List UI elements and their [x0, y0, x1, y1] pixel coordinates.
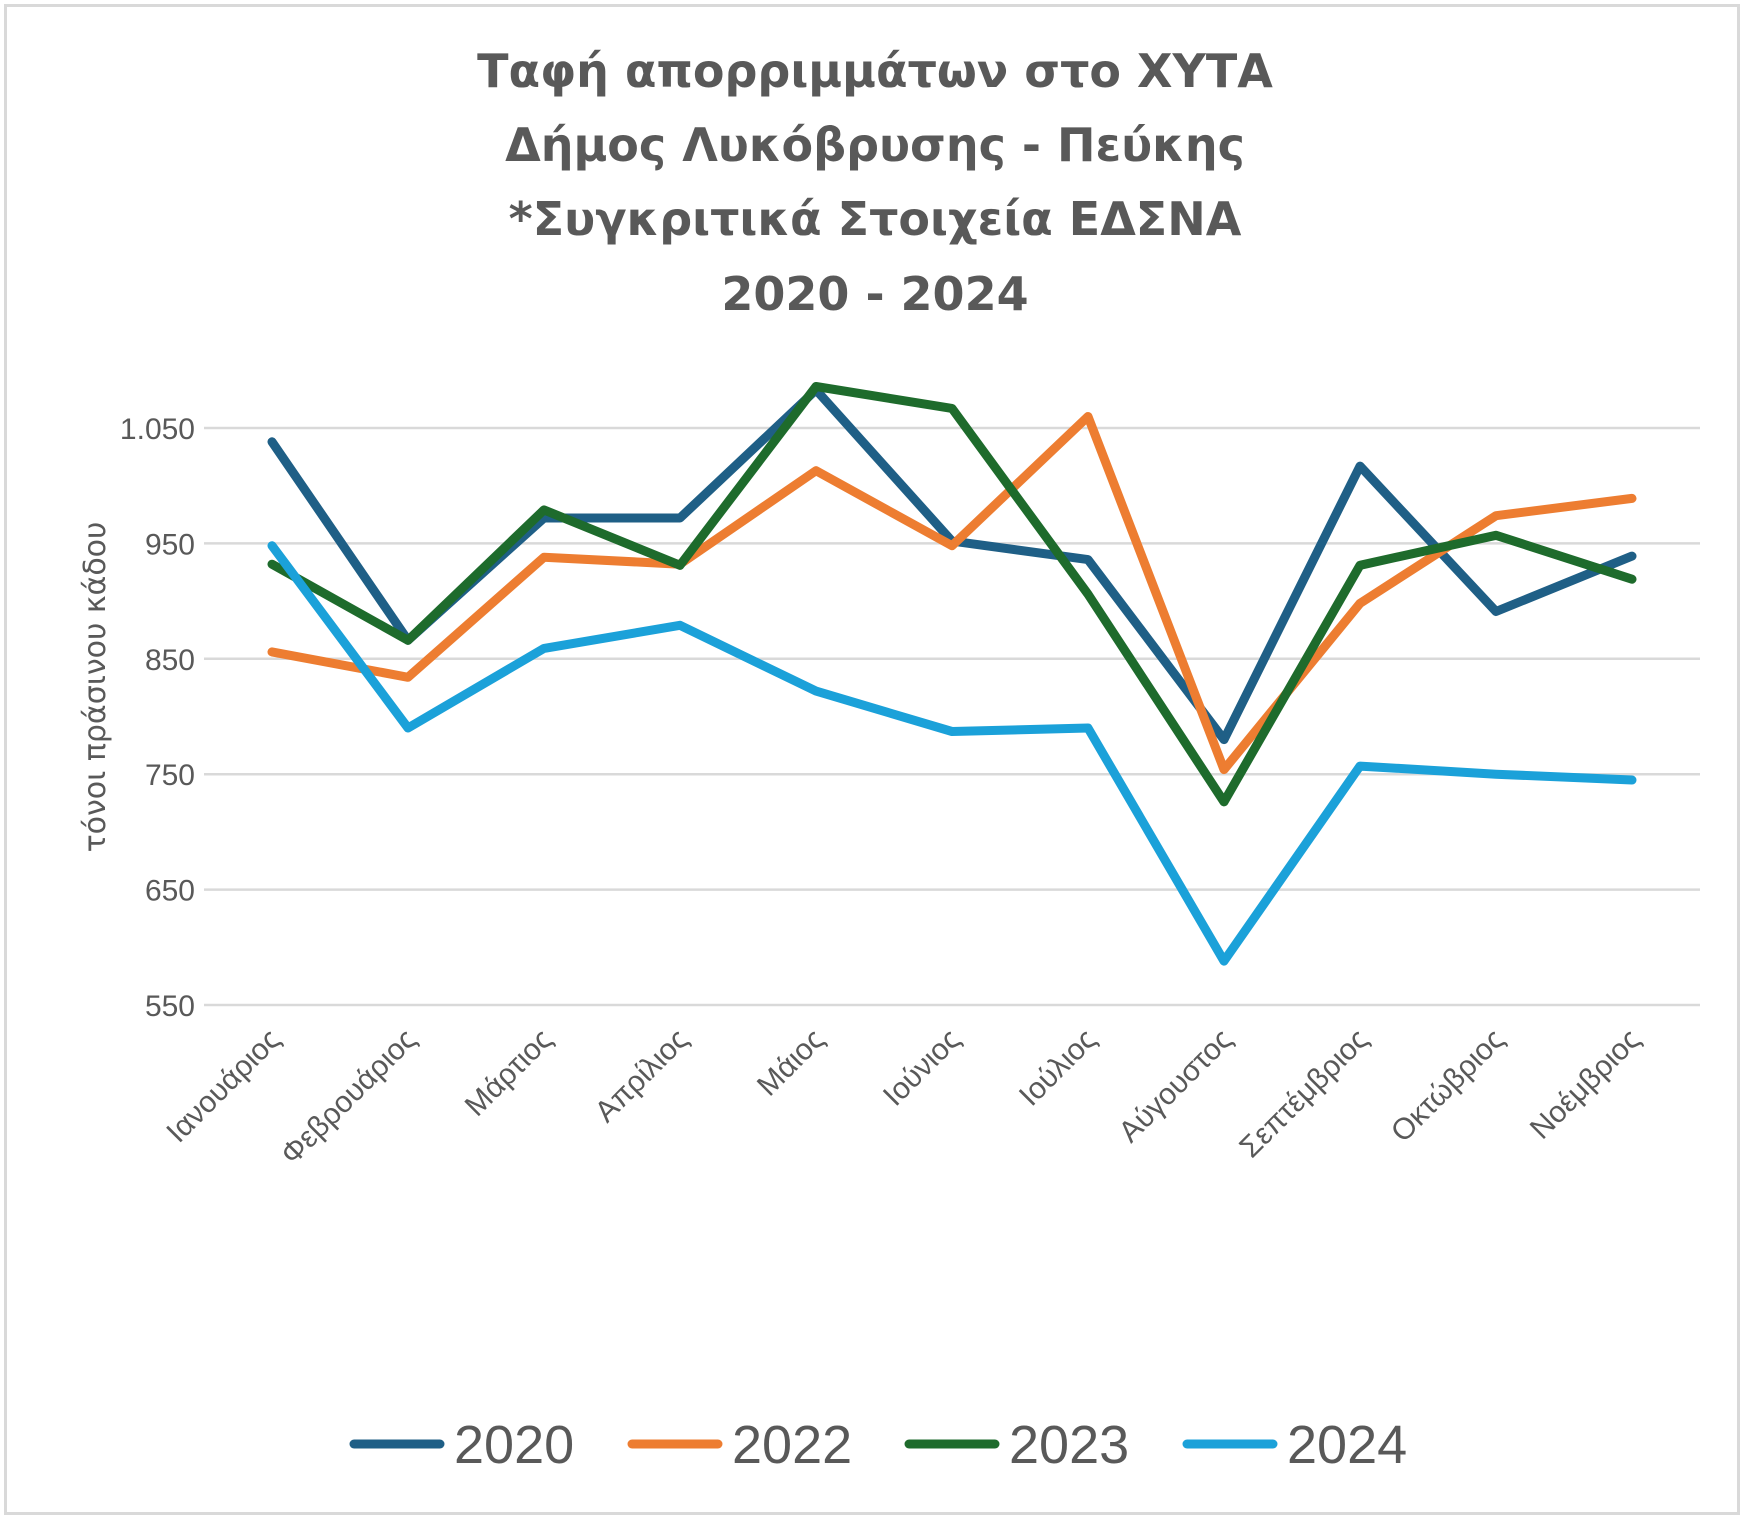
chart-title-line-1: Ταφή απορριμμάτων στο ΧΥΤΑ [477, 44, 1273, 98]
x-tick-label: Ιούλιος [1013, 1023, 1103, 1113]
y-tick-label: 950 [145, 528, 195, 561]
x-tick-label: Ιούνιος [877, 1023, 967, 1113]
legend-label-2023: 2023 [1009, 1415, 1129, 1475]
x-tick-label: Οκτώβριος [1385, 1023, 1511, 1149]
series-line-2023 [267, 382, 1637, 807]
series-lines [267, 382, 1637, 966]
x-tick-label: Απρίλιος [589, 1023, 695, 1129]
series-line-2022 [267, 412, 1637, 775]
legend-label-2024: 2024 [1287, 1415, 1407, 1475]
y-tick-label: 650 [145, 875, 195, 908]
x-tick-label: Ιανουάριος [160, 1023, 287, 1150]
chart-title-line-3: *Συγκριτικά Στοιχεία ΕΔΣΝΑ [509, 192, 1242, 246]
legend-label-2020: 2020 [454, 1415, 574, 1475]
chart-title-line-2: Δήμος Λυκόβρυσης - Πεύκης [505, 118, 1245, 172]
y-tick-label: 1.050 [120, 413, 195, 446]
x-tick-label: Σεπτέμβριος [1233, 1023, 1375, 1165]
x-tick-label: Μάιος [751, 1023, 831, 1103]
y-axis-ticks: 550 650 750 850 950 1.050 [120, 413, 195, 1023]
line-chart: Ταφή απορριμμάτων στο ΧΥΤΑ Δήμος Λυκόβρυ… [78, 44, 1700, 1475]
y-axis-label: τόνοι πράσινου κάδου [78, 522, 113, 853]
y-tick-label: 550 [145, 990, 195, 1023]
chart-title-line-4: 2020 - 2024 [721, 267, 1028, 321]
series-line-2024 [267, 541, 1637, 966]
legend: 2020 2022 2023 2024 [349, 1415, 1407, 1475]
x-tick-label: Αύγουστος [1113, 1023, 1239, 1149]
legend-label-2022: 2022 [732, 1415, 852, 1475]
x-tick-label: Νοέμβριος [1524, 1023, 1647, 1146]
y-tick-label: 850 [145, 644, 195, 677]
chart-frame: Ταφή απορριμμάτων στο ΧΥΤΑ Δήμος Λυκόβρυ… [4, 4, 1740, 1515]
x-tick-label: Μάρτιος [459, 1023, 559, 1123]
chart-title: Ταφή απορριμμάτων στο ΧΥΤΑ Δήμος Λυκόβρυ… [477, 44, 1273, 321]
x-tick-label: Φεβρουάριος [274, 1023, 422, 1171]
y-tick-label: 750 [145, 759, 195, 792]
